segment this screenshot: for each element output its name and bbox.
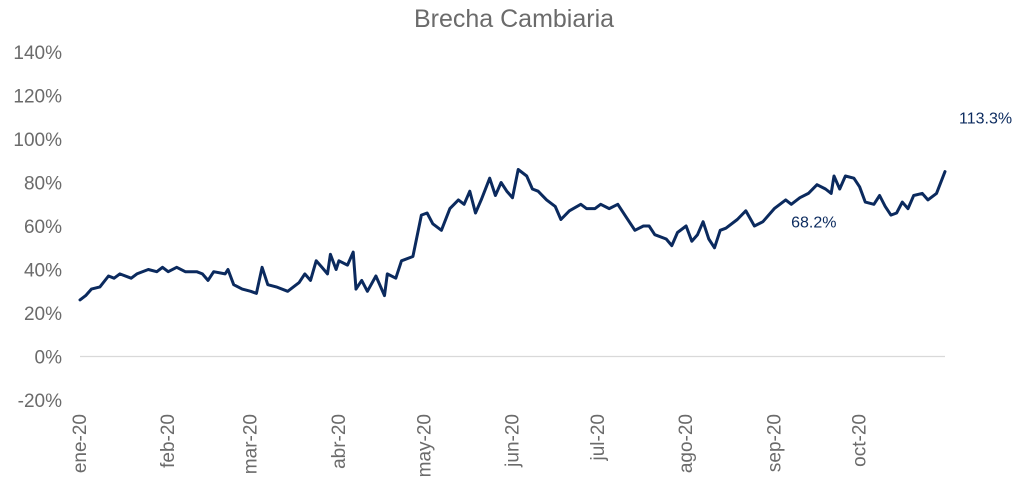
- y-tick-label: 0%: [35, 348, 63, 369]
- data-label: 68.2%: [791, 215, 836, 232]
- x-tick-label: ene-20: [70, 414, 91, 473]
- y-tick-label: 140%: [13, 43, 62, 64]
- y-tick-label: 80%: [24, 174, 62, 195]
- data-labels: 68.2% 113.3%: [791, 110, 1012, 231]
- x-tick-label: oct-20: [850, 414, 871, 467]
- y-axis: -20% 0% 20% 40% 60% 80% 100% 120% 140%: [13, 43, 62, 412]
- series-line: [78, 168, 947, 302]
- x-tick-label: jun-20: [503, 414, 524, 468]
- x-tick-label: ago-20: [676, 414, 697, 473]
- x-tick-label: jul-20: [588, 414, 609, 461]
- y-tick-label: 20%: [24, 304, 62, 325]
- x-tick-label: feb-20: [158, 414, 179, 468]
- x-axis: ene-20 feb-20 mar-20 abr-20 may-20 jun-20 jul-…: [70, 414, 871, 477]
- y-tick-label: 40%: [24, 261, 62, 282]
- y-tick-label: 120%: [13, 87, 62, 108]
- x-tick-label: abr-20: [329, 414, 350, 469]
- x-tick-label: sep-20: [764, 414, 785, 472]
- y-tick-label: 100%: [13, 130, 62, 151]
- chart-title: Brecha Cambiaria: [414, 5, 614, 33]
- data-label: 113.3%: [959, 110, 1012, 127]
- x-tick-label: mar-20: [241, 414, 262, 474]
- y-tick-label: -20%: [18, 391, 62, 412]
- x-tick-label: may-20: [414, 414, 435, 477]
- y-tick-label: 60%: [24, 217, 62, 238]
